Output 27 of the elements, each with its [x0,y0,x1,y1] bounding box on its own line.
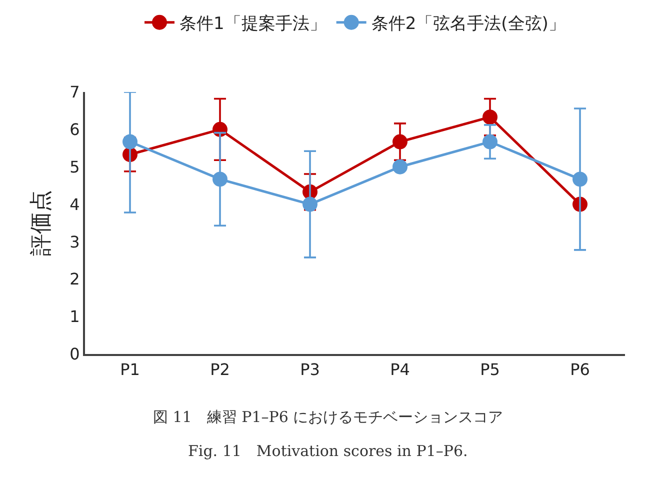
legend-label: 条件1「提案手法」 [180,14,326,34]
x-tick-label: P2 [210,360,230,380]
y-tick-label: 2 [70,270,80,289]
x-tick-label: P3 [300,360,320,380]
point [482,110,498,125]
caption: Fig. 11 Motivation scores in P1–P6. [188,442,468,460]
x-tick-label: P4 [390,360,410,380]
x-tick-label: P5 [480,360,500,380]
x-tick-label: P1 [120,360,140,380]
point [482,134,498,150]
y-tick-label: 3 [70,232,80,252]
legend-label: 条件2「弦名手法(全弦)」 [371,14,566,34]
point [572,172,588,187]
y-tick-label: 1 [70,307,80,326]
point [122,134,138,150]
x-tick-label: P6 [570,360,590,380]
y-tick-label: 7 [70,82,80,102]
point [392,159,408,174]
y-tick-label: 4 [70,194,80,214]
y-tick-label: 5 [70,157,80,176]
y-axis-title: 評価点 [28,190,54,256]
point [302,196,318,212]
y-tick-label: 0 [70,344,80,364]
point [212,172,228,187]
point [392,134,408,150]
caption: 図 11 練習 P1–P6 におけるモチベーションスコア [153,408,504,426]
y-tick-label: 6 [70,120,80,140]
